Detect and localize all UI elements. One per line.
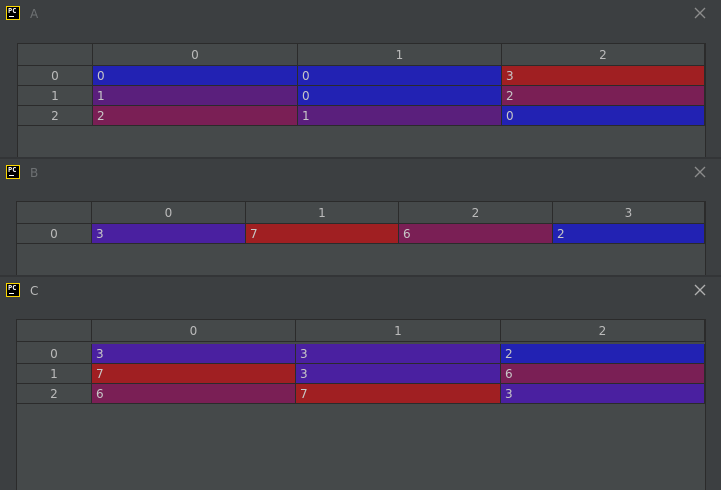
table-cell[interactable]: 3 <box>296 344 501 364</box>
window-title-bar: PC A <box>0 0 721 28</box>
column-header[interactable]: 0 <box>92 202 246 224</box>
table-cell[interactable]: 2 <box>502 86 705 106</box>
column-header[interactable]: 1 <box>298 44 502 66</box>
table-cell[interactable]: 0 <box>298 66 502 86</box>
table-cell[interactable]: 6 <box>501 364 705 384</box>
window-separator <box>0 275 721 277</box>
data-table: 0 1 2 3 0 3 7 6 2 <box>16 201 706 275</box>
table-cell[interactable]: 0 <box>502 106 705 126</box>
row-header: 2 <box>17 384 92 404</box>
pycharm-icon: PC <box>6 6 20 20</box>
row-header: 0 <box>17 344 92 364</box>
table-cell[interactable]: 1 <box>298 106 502 126</box>
table-cell[interactable]: 3 <box>92 224 246 244</box>
dataframe-window-a: PC A 0 1 2 0 0 0 3 1 1 0 2 2 2 1 0 <box>0 0 721 158</box>
row-header: 1 <box>17 364 92 384</box>
table-cell[interactable]: 7 <box>296 384 501 404</box>
table-cell[interactable]: 6 <box>92 384 296 404</box>
row-header: 0 <box>17 224 92 244</box>
column-header[interactable]: 1 <box>296 320 501 342</box>
window-separator <box>0 157 721 159</box>
close-icon[interactable] <box>693 6 707 20</box>
column-header[interactable]: 1 <box>246 202 399 224</box>
column-header[interactable]: 0 <box>93 44 298 66</box>
table-cell[interactable]: 2 <box>553 224 705 244</box>
table-cell[interactable]: 1 <box>93 86 298 106</box>
column-header[interactable]: 2 <box>502 44 705 66</box>
table-cell[interactable]: 7 <box>246 224 399 244</box>
column-header[interactable]: 0 <box>92 320 296 342</box>
table-cell[interactable]: 3 <box>296 364 501 384</box>
row-header: 0 <box>18 66 93 86</box>
table-cell[interactable]: 2 <box>501 344 705 364</box>
row-header: 1 <box>18 86 93 106</box>
table-cell[interactable]: 7 <box>92 364 296 384</box>
table-cell[interactable]: 3 <box>502 66 705 86</box>
table-cell[interactable]: 0 <box>298 86 502 106</box>
column-header[interactable]: 2 <box>501 320 705 342</box>
window-title-bar: PC B <box>0 159 721 187</box>
column-header[interactable]: 3 <box>553 202 705 224</box>
close-icon[interactable] <box>693 283 707 297</box>
corner-header <box>18 44 93 66</box>
table-cell[interactable]: 2 <box>93 106 298 126</box>
column-header[interactable]: 2 <box>399 202 553 224</box>
table-cell[interactable]: 6 <box>399 224 553 244</box>
window-title-bar: PC C <box>0 277 721 305</box>
data-table: 0 1 2 0 0 0 3 1 1 0 2 2 2 1 0 <box>17 43 706 158</box>
window-title: B <box>30 166 39 180</box>
table-cell[interactable]: 0 <box>93 66 298 86</box>
corner-header <box>17 320 92 342</box>
corner-header <box>17 202 92 224</box>
window-title: A <box>30 7 39 21</box>
pycharm-icon: PC <box>6 165 20 179</box>
close-icon[interactable] <box>693 165 707 179</box>
data-table: 0 1 2 0 3 3 2 1 7 3 6 2 6 7 3 <box>16 319 706 490</box>
table-cell[interactable]: 3 <box>92 344 296 364</box>
dataframe-window-c: PC C 0 1 2 0 3 3 2 1 7 3 6 2 6 7 3 <box>0 277 721 490</box>
row-header: 2 <box>18 106 93 126</box>
table-cell[interactable]: 3 <box>501 384 705 404</box>
dataframe-window-b: PC B 0 1 2 3 0 3 7 6 2 <box>0 159 721 275</box>
window-title: C <box>30 284 39 298</box>
pycharm-icon: PC <box>6 283 20 297</box>
